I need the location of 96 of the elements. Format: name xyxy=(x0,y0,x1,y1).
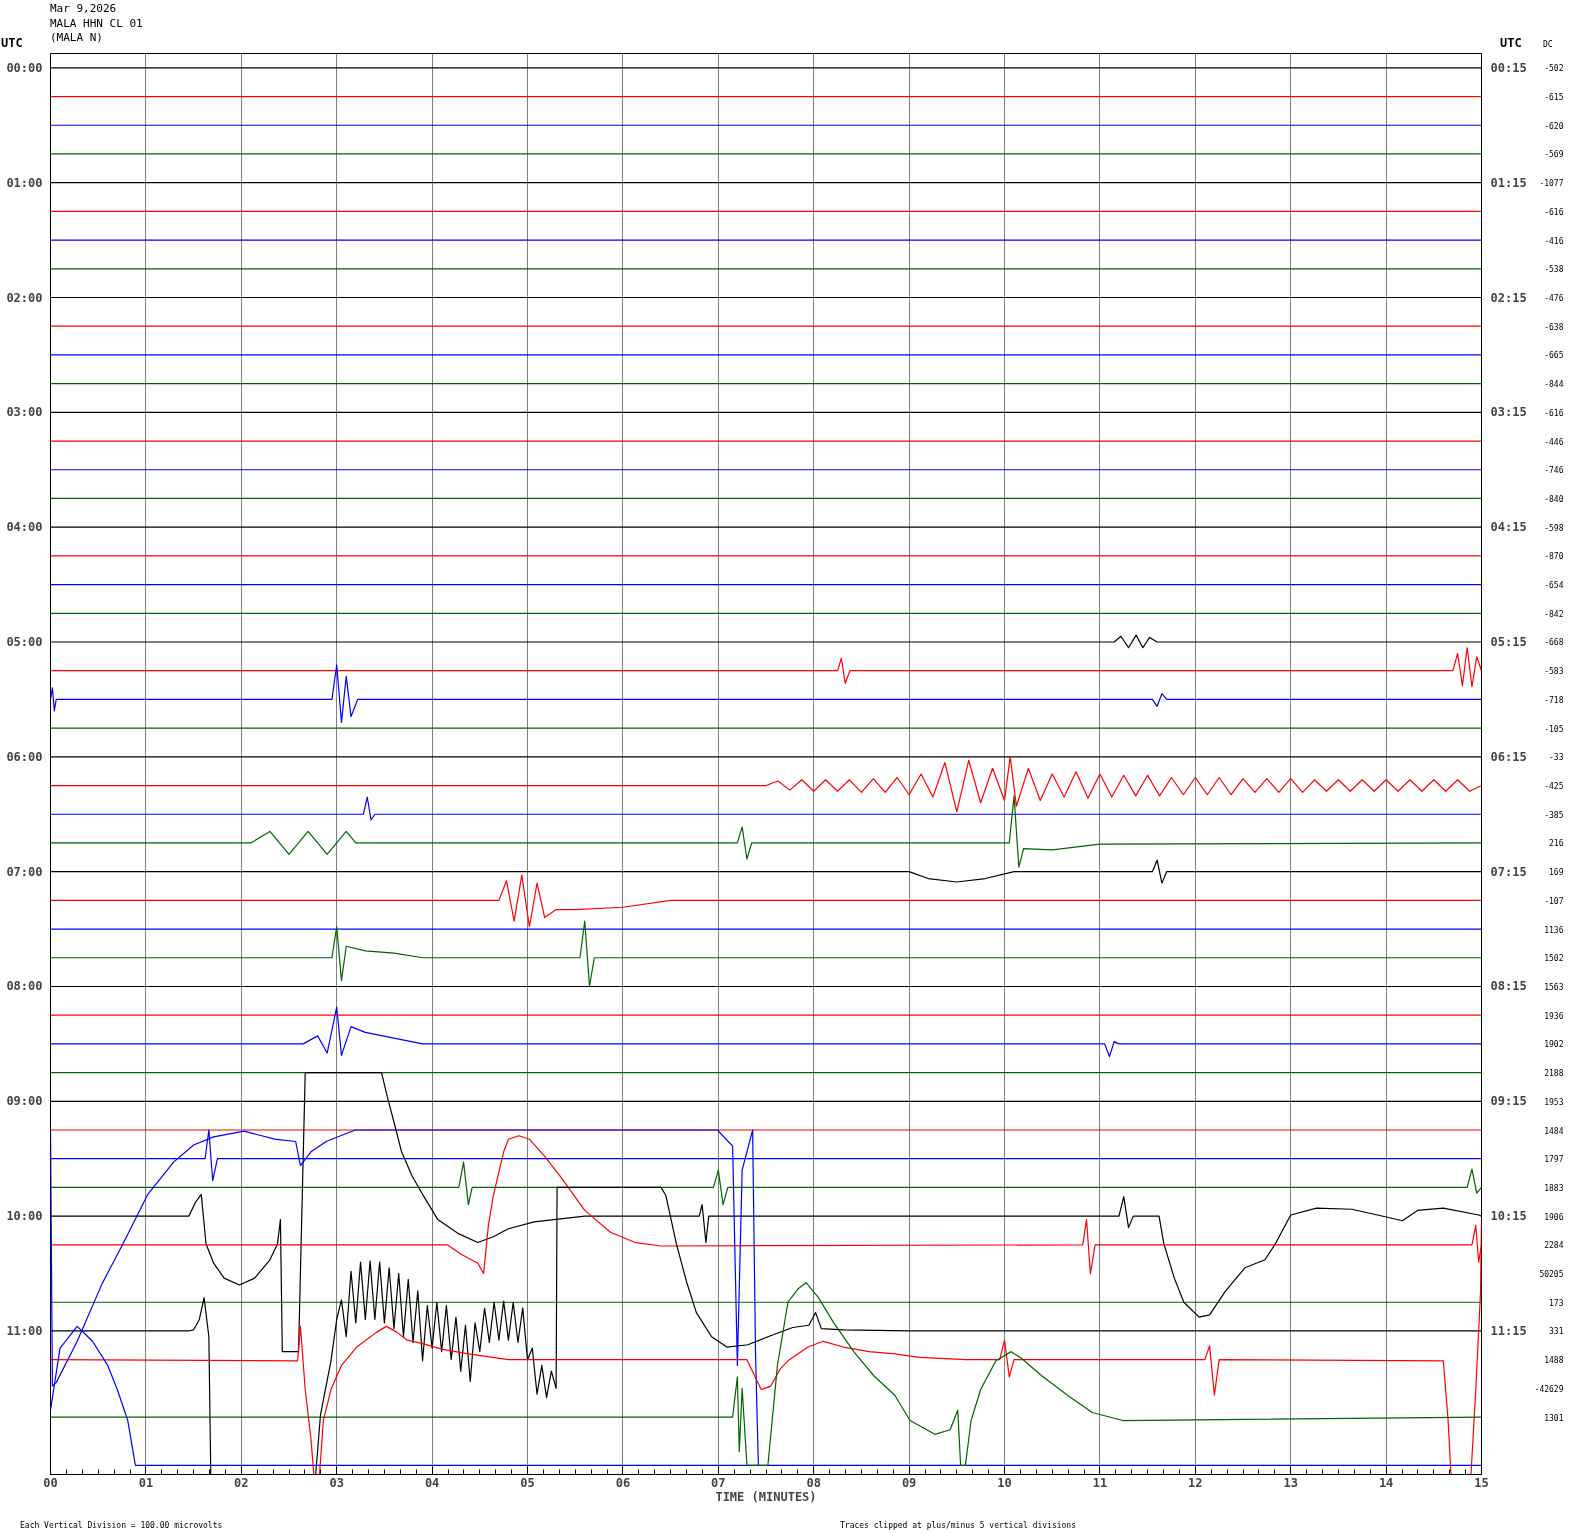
y-tick-label: 08:00 xyxy=(6,979,43,994)
text: -583 xyxy=(1544,667,1564,677)
x-tick-label: 13 xyxy=(1283,1475,1298,1490)
text: 1797 xyxy=(1544,1155,1564,1165)
text: 2284 xyxy=(1544,1241,1564,1251)
x-tick-label: 12 xyxy=(1188,1475,1203,1490)
text: 1906 xyxy=(1544,1212,1564,1222)
x-tick-label: 15 xyxy=(1474,1475,1489,1490)
y2-tick-label: 09:15 xyxy=(1490,1094,1527,1109)
text: -840 xyxy=(1544,494,1564,504)
y2-tick-label: 10:15 xyxy=(1490,1209,1527,1224)
text: -654 xyxy=(1544,581,1564,591)
text: 1484 xyxy=(1544,1126,1564,1136)
y2-tick-label: 07:15 xyxy=(1490,864,1527,879)
y-tick-label: 03:00 xyxy=(6,405,43,420)
text: -718 xyxy=(1544,695,1564,705)
text: -425 xyxy=(1544,782,1564,792)
y-tick-label: 01:00 xyxy=(6,175,43,190)
y-tick-label: 02:00 xyxy=(6,290,43,305)
text: 50205 xyxy=(1539,1270,1564,1280)
x-tick-label: 02 xyxy=(234,1475,249,1490)
text: -42629 xyxy=(1534,1384,1564,1394)
y-tick-label: 00:00 xyxy=(6,60,43,75)
text: -615 xyxy=(1544,93,1564,103)
text: 1136 xyxy=(1544,925,1564,935)
y2-tick-label: 01:15 xyxy=(1490,175,1527,190)
y2-tick-label: 04:15 xyxy=(1490,520,1527,535)
text: -416 xyxy=(1544,236,1564,246)
text: -746 xyxy=(1544,466,1564,476)
text: -105 xyxy=(1544,724,1564,734)
text: -107 xyxy=(1544,896,1564,906)
text: -616 xyxy=(1544,408,1564,418)
y-tick-label: 06:00 xyxy=(6,749,43,764)
x-tick-label: 11 xyxy=(1092,1475,1108,1490)
text: -668 xyxy=(1544,638,1564,648)
text: -665 xyxy=(1544,351,1564,361)
text: -616 xyxy=(1544,207,1564,217)
y2-axis-title: UTC xyxy=(1500,36,1522,51)
y2-tick-label: 06:15 xyxy=(1490,749,1527,764)
chart-subtitle: MALA HHN CL 01 (MALA N) xyxy=(50,17,143,45)
text: Traces clipped at plus/minus 5 vertical divisions xyxy=(840,1520,1077,1531)
text: 173 xyxy=(1549,1298,1564,1308)
x-tick-label: 08 xyxy=(806,1475,821,1490)
text: 2188 xyxy=(1544,1069,1564,1079)
text: 1502 xyxy=(1544,954,1564,964)
text: 1902 xyxy=(1544,1040,1564,1050)
text: 1301 xyxy=(1544,1413,1564,1423)
x-tick-label: 04 xyxy=(424,1475,440,1490)
x-tick-label: 07 xyxy=(711,1475,726,1490)
text: -502 xyxy=(1544,64,1564,74)
text: DC xyxy=(1543,39,1553,50)
text: -844 xyxy=(1544,380,1564,390)
y-tick-label: 09:00 xyxy=(6,1094,43,1109)
text: -1077 xyxy=(1539,179,1564,189)
text: -538 xyxy=(1544,265,1564,275)
y2-tick-label: 08:15 xyxy=(1490,979,1527,994)
x-tick-label: 01 xyxy=(138,1475,154,1490)
text: Each Vertical Division = 100.00 microvolts xyxy=(20,1520,223,1531)
text: -33 xyxy=(1549,753,1564,763)
text: 331 xyxy=(1549,1327,1564,1337)
y2-tick-label: 00:15 xyxy=(1490,60,1527,75)
text: 169 xyxy=(1549,868,1564,878)
text: -842 xyxy=(1544,609,1564,619)
y-tick-label: 05:00 xyxy=(6,634,43,649)
x-tick-label: 09 xyxy=(901,1475,917,1490)
y-tick-label: 11:00 xyxy=(6,1323,43,1338)
x-tick-label: 14 xyxy=(1378,1475,1394,1490)
text: 1563 xyxy=(1544,982,1564,992)
text: 1883 xyxy=(1544,1183,1564,1193)
text: -569 xyxy=(1544,150,1564,160)
text: -446 xyxy=(1544,437,1564,447)
x-tick-label: 00 xyxy=(43,1475,58,1490)
y-axis-title: UTC xyxy=(1,36,23,51)
x-tick-label: 03 xyxy=(329,1475,344,1490)
chart-title: Mar 9,2026 xyxy=(50,2,117,16)
text: -870 xyxy=(1544,552,1564,562)
text: -620 xyxy=(1544,121,1564,131)
text: -476 xyxy=(1544,294,1564,304)
text: -385 xyxy=(1544,810,1564,820)
text: 1953 xyxy=(1544,1097,1564,1107)
x-tick-label: 10 xyxy=(997,1475,1012,1490)
x-axis-title: TIME (MINUTES) xyxy=(715,1489,817,1504)
y-tick-label: 04:00 xyxy=(6,520,43,535)
text: 216 xyxy=(1549,839,1564,849)
text: 1936 xyxy=(1544,1011,1564,1021)
y2-tick-label: 05:15 xyxy=(1490,634,1527,649)
y2-tick-label: 11:15 xyxy=(1490,1323,1527,1338)
text: 1488 xyxy=(1544,1356,1564,1366)
x-tick-label: 06 xyxy=(615,1475,631,1490)
text: -638 xyxy=(1544,322,1564,332)
y2-tick-label: 02:15 xyxy=(1490,290,1527,305)
y-tick-label: 07:00 xyxy=(6,864,43,879)
y-tick-label: 10:00 xyxy=(6,1209,43,1224)
y2-tick-label: 03:15 xyxy=(1490,405,1527,420)
text: -598 xyxy=(1544,523,1564,533)
x-tick-label: 05 xyxy=(520,1475,535,1490)
